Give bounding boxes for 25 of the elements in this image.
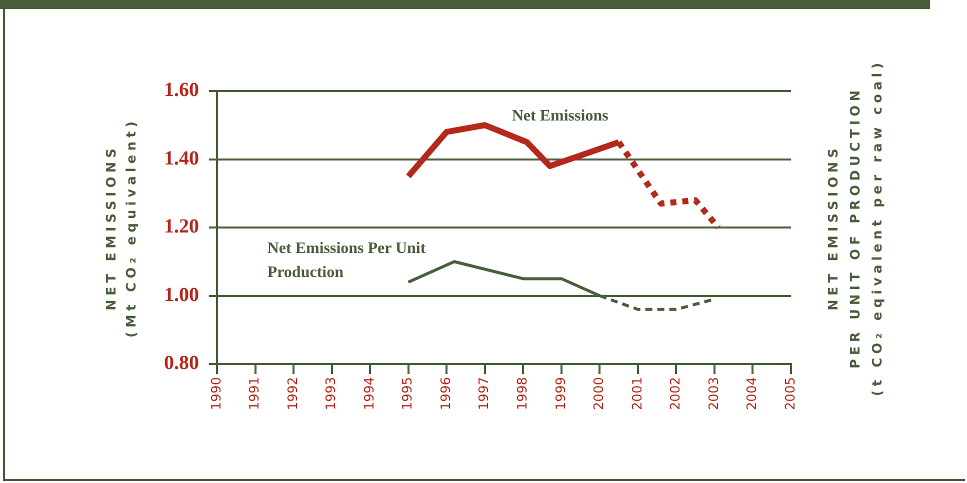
x-tick-label: 1995	[400, 377, 416, 410]
x-tick-label: 2003	[706, 377, 722, 410]
x-tick-label: 1990	[209, 377, 224, 410]
x-tick-label: 1998	[516, 377, 531, 410]
x-tick-label: 2002	[668, 377, 684, 410]
x-tick-label: 1992	[286, 377, 301, 410]
x-tick-label: 1999	[554, 377, 569, 410]
y-tick-label: 0.80	[164, 352, 199, 374]
x-tick-label: 2005	[783, 377, 798, 410]
y-axis-title: NET EMISSIONS (Mt CO₂ equivalent)	[104, 117, 140, 338]
y-tick-label: 1.00	[164, 284, 199, 306]
x-tick-label: 1996	[438, 377, 454, 410]
x-tick-label: 2001	[630, 377, 646, 410]
x-tick-label: 1993	[324, 377, 340, 410]
y-tick-label: 1.20	[164, 216, 199, 238]
x-tick-label: 1997	[477, 377, 492, 410]
x-tick-label: 1994	[362, 377, 378, 410]
series-label: Net Emissions	[512, 107, 608, 124]
y2-axis-title: NET EMISSIONS PER UNIT OF PRODUCTION (t CO₂ eqivalent per raw coal)	[826, 58, 886, 396]
x-tick-label: 1991	[248, 377, 263, 410]
x-tick-label: 2000	[592, 377, 608, 410]
y-tick-label: 1.60	[164, 79, 199, 102]
series-label: Net Emissions Per Unit Production	[267, 240, 426, 282]
x-tick-label: 2004	[745, 377, 760, 410]
y-tick-label: 1.40	[164, 147, 199, 170]
